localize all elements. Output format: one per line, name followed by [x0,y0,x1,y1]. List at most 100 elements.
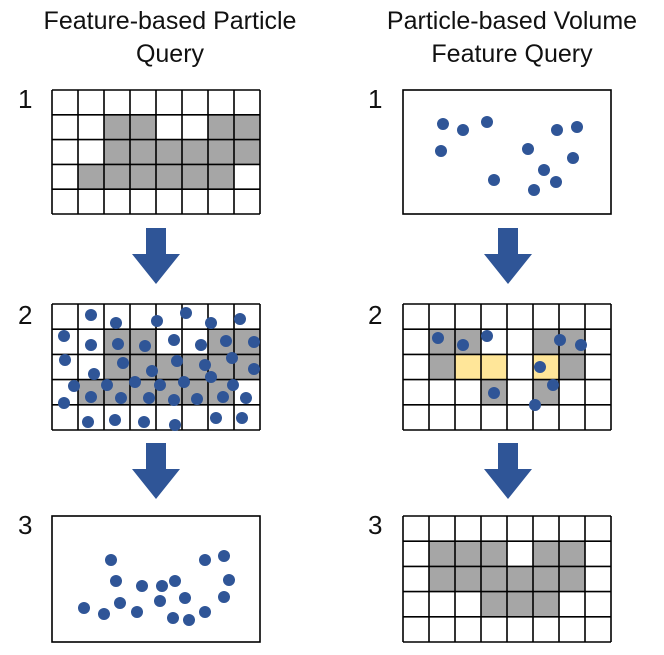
particle [248,336,260,348]
particle [131,606,143,618]
feature-cell [130,139,156,165]
particle [567,152,579,164]
particle [457,124,469,136]
particle [101,379,113,391]
particle [191,393,203,405]
particle [179,592,191,604]
particle [236,412,248,424]
right-step2-number: 2 [368,300,382,330]
feature-cell [208,114,234,140]
particle [195,339,207,351]
right-arrow-2-to-3 [484,443,532,499]
feature-cell [507,566,533,592]
particle [534,361,546,373]
particle [199,359,211,371]
particle [178,376,190,388]
particle [481,116,493,128]
particle [105,554,117,566]
feature-cell [507,591,533,617]
particle [205,317,217,329]
particle [110,575,122,587]
right-arrow-1-to-2 [484,228,532,284]
particle [210,412,222,424]
particle [248,363,260,375]
feature-cell [481,541,507,567]
particle [168,334,180,346]
particle [58,397,70,409]
feature-cell [182,164,208,190]
particle [220,335,232,347]
particle [139,340,151,352]
feature-cell [234,139,260,165]
particle [205,371,217,383]
right-title-line2: Feature Query [431,40,593,68]
particle [522,143,534,155]
particle [68,380,80,392]
particle [571,121,583,133]
feature-cell [481,591,507,617]
particle [550,176,562,188]
particle [575,339,587,351]
particle [169,575,181,587]
feature-cell [104,139,130,165]
particle [143,392,155,404]
left-step1-number: 1 [18,84,32,114]
left-step2-number: 2 [18,300,32,330]
particle [154,379,166,391]
particle [547,379,559,391]
particle [78,602,90,614]
feature-cell [429,566,455,592]
particle [488,174,500,186]
particle [218,591,230,603]
feature-cell [455,566,481,592]
particle [59,354,71,366]
particle [136,580,148,592]
feature-cell [104,114,130,140]
particle [112,338,124,350]
feature-cell [559,541,585,567]
particle [114,597,126,609]
feature-cell [78,164,104,190]
right-step2-particles [432,330,587,411]
left-step2-particles [58,307,260,431]
feature-cell [130,114,156,140]
particle [117,357,129,369]
right-step1-panel [402,89,612,215]
right-step3-grid [402,515,612,643]
particle [167,612,179,624]
particle [223,574,235,586]
feature-cell [481,566,507,592]
feature-cell [208,164,234,190]
particle [138,416,150,428]
particle [129,376,141,388]
left-arrow-1-to-2 [132,228,180,284]
particle [88,368,100,380]
feature-cell [533,541,559,567]
particle [180,307,192,319]
feature-cell [130,164,156,190]
feature-cell [156,164,182,190]
particle [226,352,238,364]
particle [437,118,449,130]
particle [538,164,550,176]
left-step3-particles [78,550,235,626]
particle [183,614,195,626]
particle [199,554,211,566]
particle [218,550,230,562]
particle [554,334,566,346]
highlight-cell [481,354,507,380]
particle [85,391,97,403]
right-step1-particles [435,116,583,196]
feature-cell [208,139,234,165]
particle [435,145,447,157]
feature-cell [429,541,455,567]
right-step3-number: 3 [368,510,382,540]
particle [168,394,180,406]
feature-cell [234,114,260,140]
left-title-line2: Query [136,40,205,68]
particle [457,339,469,351]
feature-cell [104,164,130,190]
feature-cell [533,566,559,592]
particle [156,580,168,592]
